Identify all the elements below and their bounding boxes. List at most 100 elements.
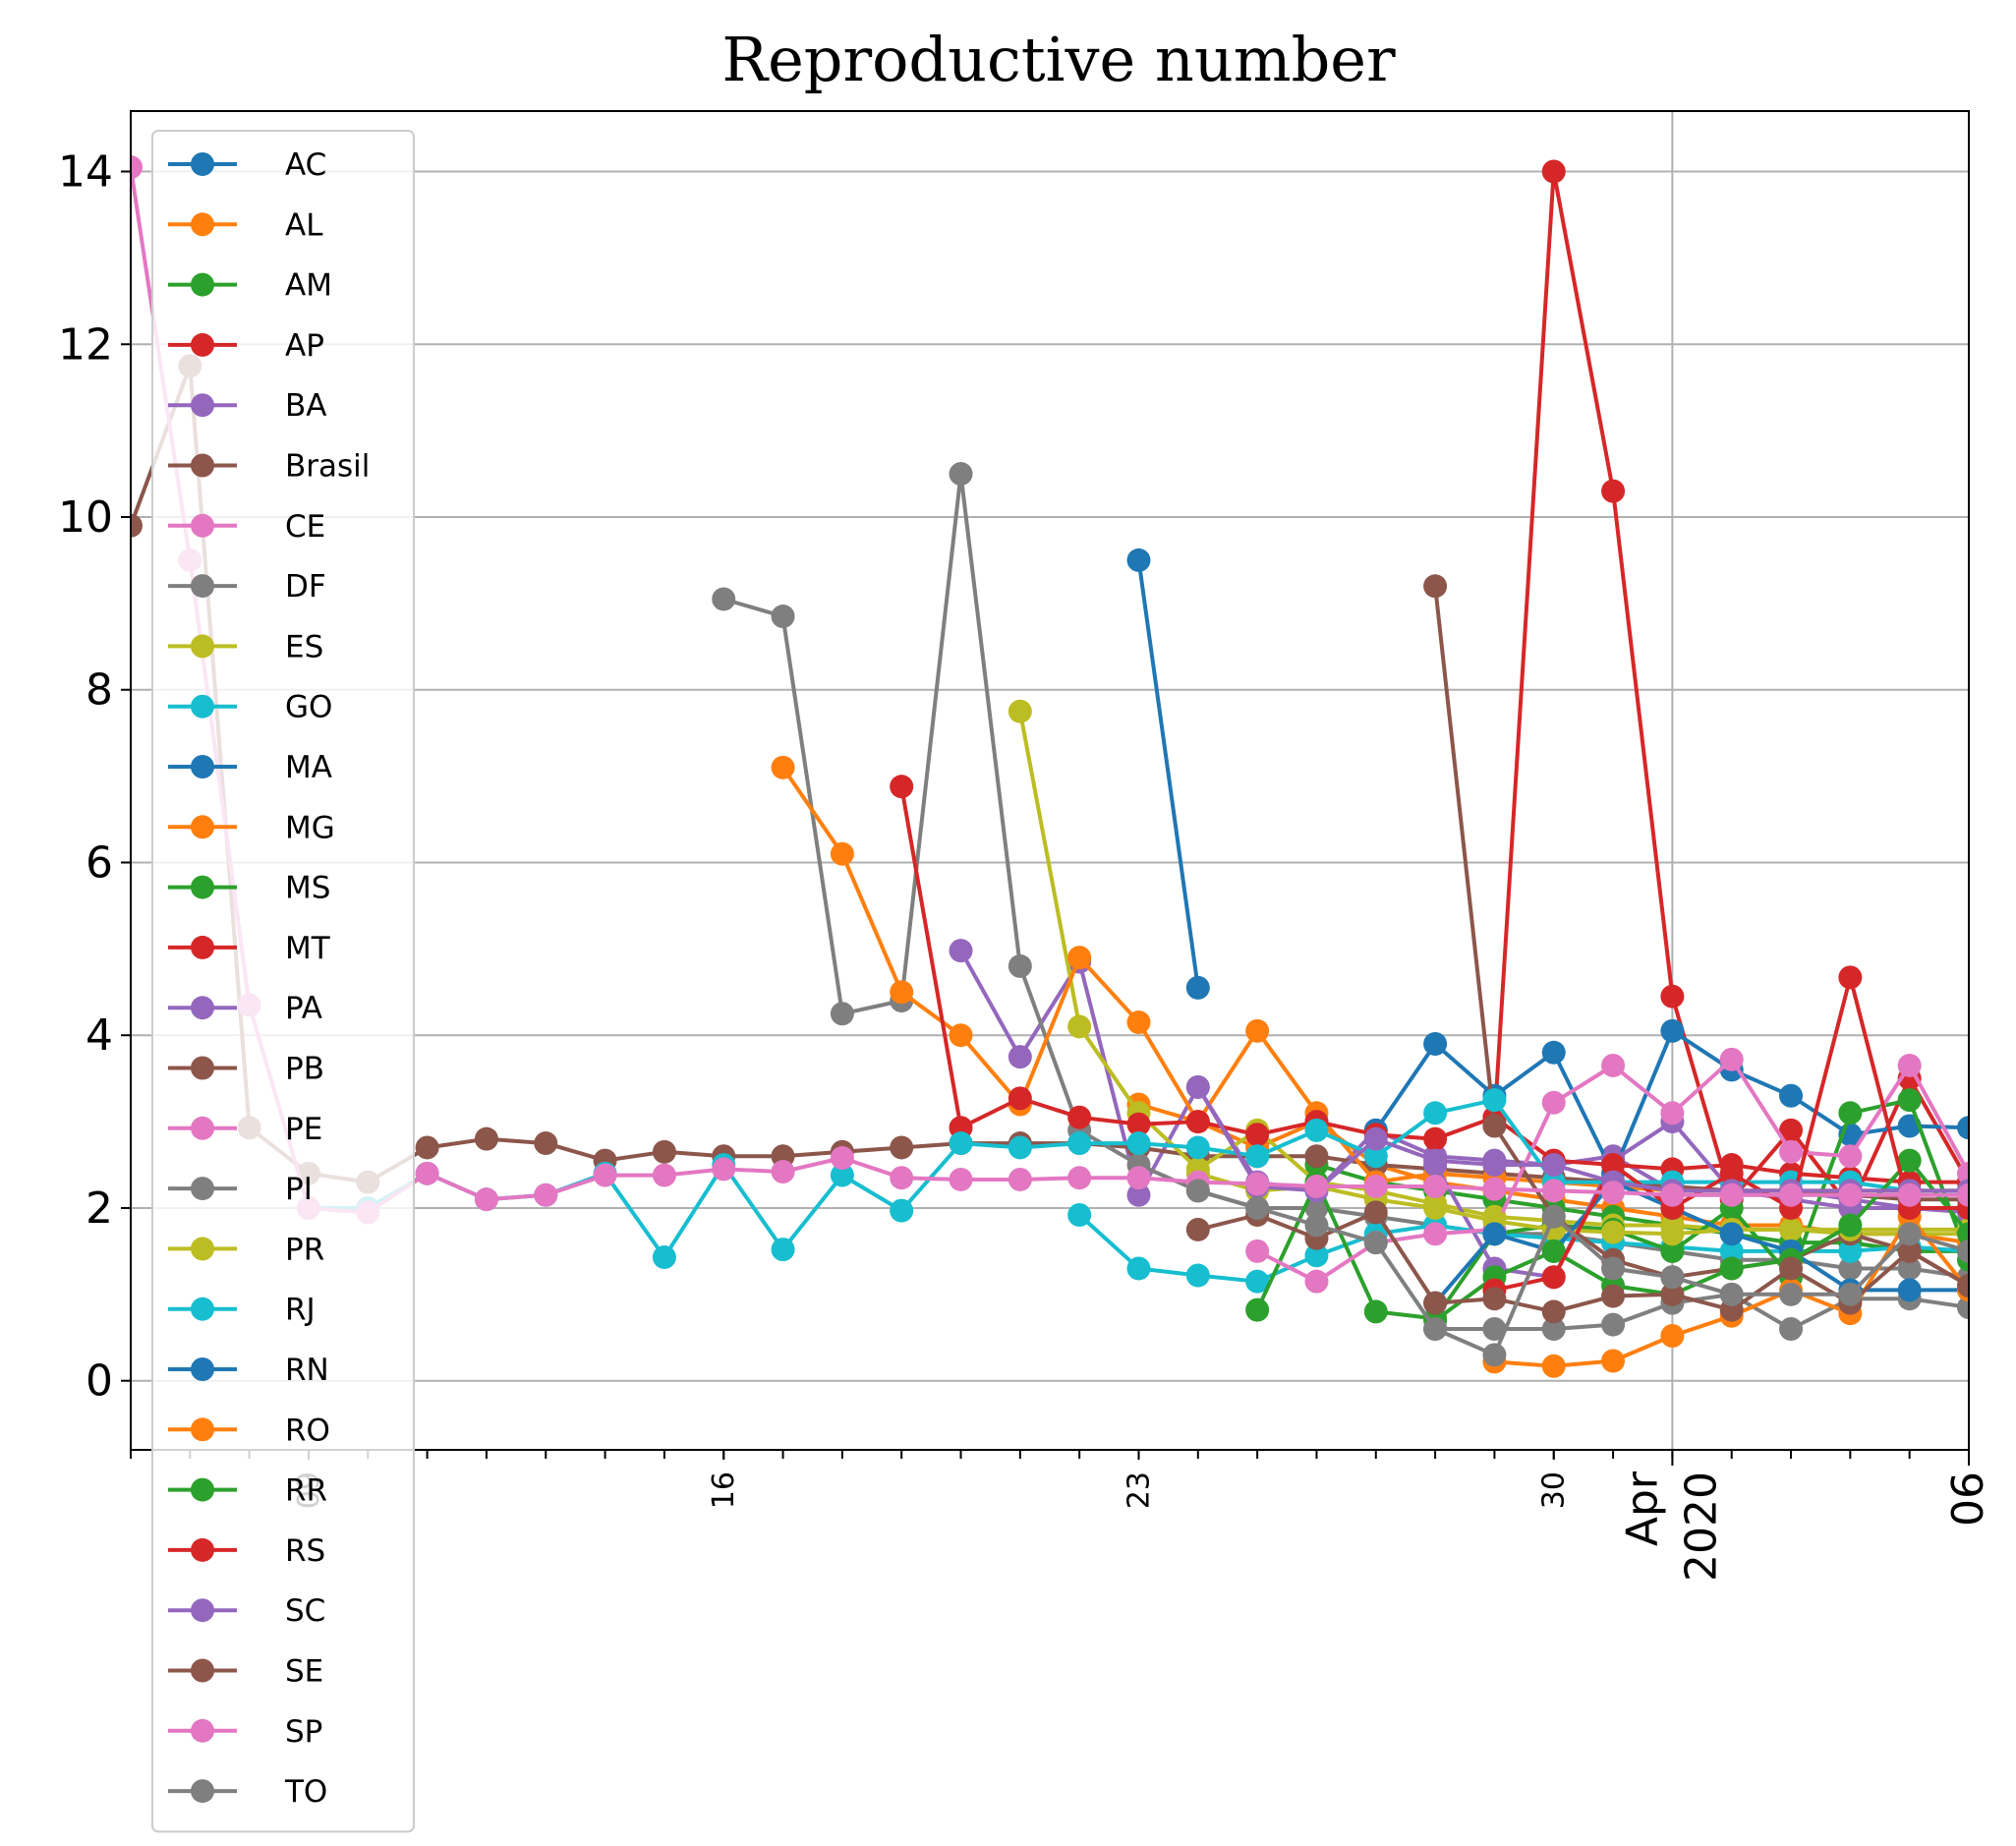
- legend-entry: RN: [168, 1353, 329, 1388]
- legend-entry: GO: [168, 690, 332, 725]
- data-point: [771, 605, 795, 629]
- data-point: [1660, 1265, 1685, 1290]
- x-tick-label-line: 2020: [1676, 1471, 1726, 1582]
- legend-marker: [191, 332, 214, 357]
- series-line: [1435, 1292, 1969, 1331]
- legend-entry: SC: [168, 1593, 325, 1629]
- legend-marker: [191, 1477, 214, 1502]
- series-line: [1433, 1120, 1969, 1280]
- data-point: [1245, 1239, 1270, 1263]
- data-point: [1541, 159, 1566, 184]
- grid-lines: [131, 111, 1969, 1450]
- data-point: [1423, 1195, 1448, 1220]
- data-point: [1601, 1181, 1626, 1205]
- data-point: [890, 1135, 914, 1160]
- data-point: [1601, 1153, 1626, 1178]
- data-point: [1482, 1088, 1507, 1113]
- legend-marker: [191, 1779, 214, 1804]
- data-point: [1660, 1282, 1685, 1306]
- data-point: [1660, 1324, 1685, 1349]
- data-point: [1719, 1161, 1744, 1185]
- data-point: [1957, 1116, 1969, 1140]
- legend-label: AP: [285, 328, 324, 364]
- legend-marker: [191, 1718, 214, 1743]
- data-point: [1008, 699, 1032, 723]
- legend-label: MT: [285, 931, 331, 966]
- data-point: [534, 1131, 558, 1156]
- data-point: [474, 1126, 498, 1151]
- legend-label: DF: [285, 569, 326, 605]
- data-point: [771, 755, 795, 779]
- legend-entry: PA: [168, 991, 322, 1026]
- data-point: [1838, 1282, 1863, 1306]
- data-point: [1008, 1167, 1032, 1191]
- legend-entry: Brasil: [168, 449, 370, 485]
- data-point: [1008, 1045, 1032, 1069]
- series-line: [1433, 1158, 1969, 1322]
- legend-marker: [191, 1658, 214, 1683]
- data-point: [1304, 1269, 1329, 1294]
- data-point: [1957, 1274, 1969, 1298]
- data-point: [534, 1183, 558, 1207]
- data-point: [1126, 1166, 1151, 1190]
- legend-label: SE: [285, 1654, 323, 1690]
- legend-label: RN: [285, 1353, 329, 1388]
- data-point: [1008, 1086, 1032, 1111]
- data-point: [1185, 975, 1210, 1000]
- plot-frame: [130, 110, 1970, 1451]
- legend-entry: AL: [168, 207, 323, 243]
- data-point: [1423, 1126, 1448, 1151]
- data-point: [1660, 1239, 1685, 1263]
- legend-entry: TO: [168, 1774, 327, 1810]
- data-point: [1067, 1166, 1092, 1190]
- series-mt: [890, 775, 1969, 1194]
- data-point: [1363, 1231, 1388, 1255]
- data-point: [1779, 1217, 1804, 1241]
- data-point: [1423, 1101, 1448, 1125]
- legend-label: TO: [284, 1774, 327, 1810]
- data-point: [1363, 1200, 1388, 1225]
- data-point: [1838, 1101, 1863, 1125]
- series-to: [1185, 1179, 1969, 1367]
- legend-label: AC: [285, 147, 326, 183]
- data-point: [1719, 1282, 1744, 1306]
- data-point: [474, 1187, 498, 1212]
- data-point: [1126, 1010, 1151, 1035]
- legend-marker: [191, 1297, 214, 1321]
- data-point: [1245, 1123, 1270, 1147]
- data-point: [1957, 1239, 1969, 1263]
- data-point: [1660, 984, 1685, 1009]
- data-point: [1482, 1153, 1507, 1178]
- x-tick-label: Apr 2020: [1617, 1471, 1726, 1582]
- data-point: [1779, 1256, 1804, 1281]
- data-point: [1245, 1018, 1270, 1043]
- data-point: [1541, 1040, 1566, 1065]
- data-point: [1482, 1287, 1507, 1311]
- legend-marker: [191, 694, 214, 719]
- data-point: [1541, 1153, 1566, 1178]
- legend-label: BA: [285, 388, 326, 424]
- data-point: [1008, 1135, 1032, 1160]
- data-point: [1719, 1047, 1744, 1071]
- x-tick-label: 23: [1122, 1471, 1156, 1509]
- data-point: [415, 1161, 439, 1185]
- legend-entry: PR: [168, 1232, 324, 1267]
- data-point: [1660, 1222, 1685, 1246]
- data-point: [830, 841, 854, 866]
- data-point: [1245, 1172, 1270, 1196]
- data-point: [1067, 1014, 1092, 1039]
- data-point: [1067, 1105, 1092, 1129]
- data-point: [1363, 1174, 1388, 1198]
- data-point: [1185, 1179, 1210, 1203]
- data-point: [1185, 1135, 1210, 1160]
- data-point: [1779, 1139, 1804, 1164]
- legend-label: RO: [285, 1413, 330, 1448]
- x-tick-label-line: 23: [1122, 1471, 1156, 1509]
- legend-box: [151, 130, 415, 1833]
- data-point: [890, 1198, 914, 1223]
- data-point: [1423, 1032, 1448, 1057]
- data-point: [1245, 1298, 1270, 1322]
- legend: AC AL AM AP BA Brasil CE DF ES GO MA MG MS MT PA PB PE PI…: [151, 130, 415, 1833]
- legend-label: PA: [285, 991, 322, 1026]
- legend-marker: [191, 1357, 214, 1381]
